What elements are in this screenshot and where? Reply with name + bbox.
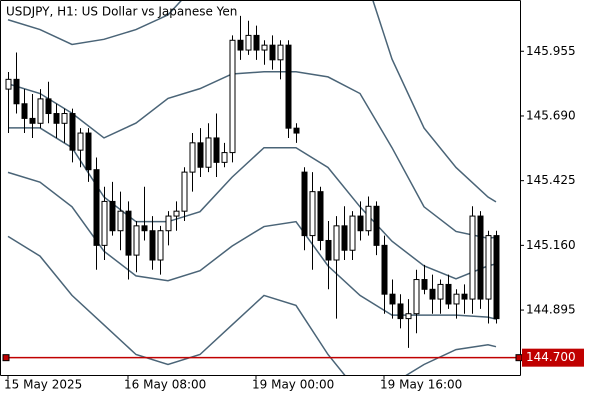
y-tick-label: 145.160: [526, 238, 576, 252]
bollinger-band: [8, 127, 497, 280]
candle-body: [485, 235, 492, 300]
candle-body: [149, 230, 156, 261]
candle-body: [245, 34, 252, 51]
y-tick-label: 145.425: [526, 173, 576, 187]
candle-body: [101, 200, 108, 246]
candle-body: [397, 303, 404, 320]
bollinger-band: [7, 0, 497, 203]
candle-body: [421, 279, 428, 290]
candle-body: [461, 293, 468, 300]
candle-body: [117, 210, 124, 232]
candle-body: [21, 103, 28, 119]
candle-body: [77, 132, 84, 151]
candle-body: [141, 225, 148, 232]
candle-body: [133, 225, 140, 256]
bollinger-band: [7, 171, 497, 320]
candle-body: [277, 44, 284, 61]
candle-body: [237, 39, 244, 51]
candle-body: [125, 210, 132, 256]
candle-body: [469, 215, 476, 300]
candle-body: [381, 244, 388, 295]
candle-body: [389, 293, 396, 305]
candle-body: [285, 44, 292, 129]
candle-body: [157, 230, 164, 261]
candle-body: [349, 215, 356, 251]
candle-body: [437, 283, 444, 300]
candle-body: [45, 98, 52, 115]
candle-body: [453, 293, 460, 305]
y-tick-label: 144.895: [526, 303, 576, 317]
candle-body: [293, 127, 300, 134]
y-tick-label: 145.690: [526, 108, 576, 122]
candle-body: [61, 113, 68, 124]
candle-body: [429, 288, 436, 300]
candle-body: [37, 98, 44, 124]
candle-body: [253, 34, 260, 51]
bollinger-band: [7, 71, 497, 240]
bollinger-band: [7, 235, 497, 375]
candle-body: [229, 39, 236, 154]
candle-body: [325, 239, 332, 261]
candle-body: [333, 225, 340, 261]
candle-body: [269, 44, 276, 61]
candle-body: [5, 78, 12, 90]
chart-title: USDJPY, H1: US Dollar vs Japanese Yen: [6, 5, 237, 19]
candle-body: [189, 142, 196, 173]
x-tick-label: 15 May 2025: [4, 378, 82, 392]
candle-body: [357, 215, 364, 232]
candle-body: [53, 113, 60, 124]
candle-body: [85, 132, 92, 171]
candle-body: [109, 200, 116, 232]
price-marker: [515, 354, 523, 362]
y-tick-label: 145.955: [526, 44, 576, 58]
candle-body: [205, 137, 212, 168]
x-tick-label: 19 May 16:00: [380, 378, 462, 392]
price-marker: [2, 354, 10, 362]
x-tick-label: 19 May 00:00: [252, 378, 334, 392]
plot-area: [5, 0, 500, 375]
candle-body: [341, 225, 348, 251]
candle-body: [373, 205, 380, 246]
candle-body: [69, 113, 76, 151]
candle-body: [445, 283, 452, 305]
candle-body: [197, 142, 204, 168]
candle-body: [29, 117, 36, 124]
candle-body: [493, 235, 500, 320]
candle-body: [181, 171, 188, 212]
candle-body: [317, 191, 324, 241]
candle-body: [301, 171, 308, 237]
candle-body: [309, 191, 316, 237]
price-label-box: [522, 348, 584, 367]
candle-body: [261, 44, 268, 51]
candle-body: [365, 205, 372, 232]
candle-body: [173, 210, 180, 217]
candle-body: [165, 215, 172, 232]
candle-body: [213, 137, 220, 163]
candle-body: [477, 215, 484, 300]
price-label: 144.700: [526, 350, 576, 364]
candle-body: [221, 152, 228, 163]
candle-body: [93, 169, 100, 246]
x-tick-label: 16 May 08:00: [124, 378, 206, 392]
candle-body: [13, 78, 20, 105]
candle-body: [405, 313, 412, 320]
candle-body: [413, 279, 420, 315]
